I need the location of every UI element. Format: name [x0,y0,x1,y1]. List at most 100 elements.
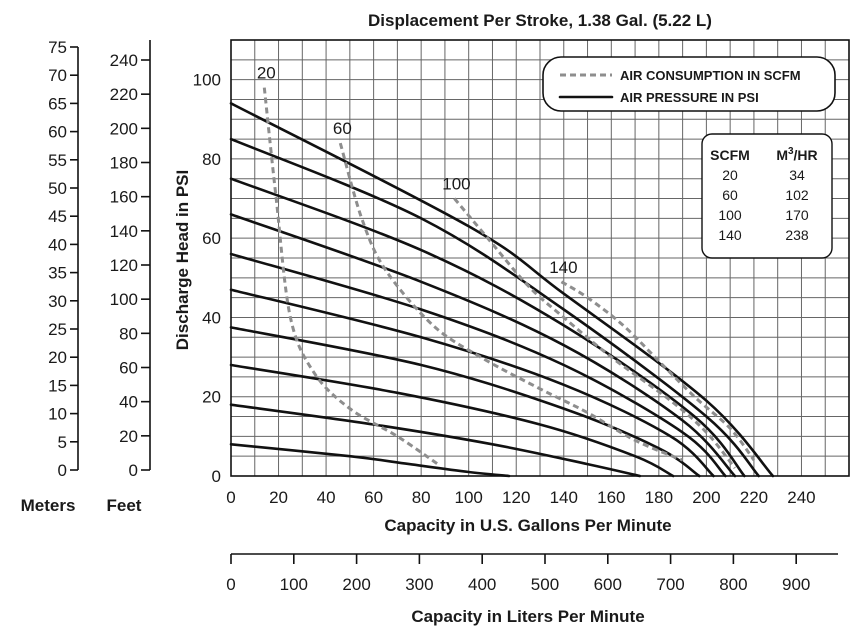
lpm-tick-label: 200 [342,575,370,594]
meters-tick-label: 45 [48,207,67,226]
liters-per-minute-axis: 0 100 200 300 400 500 600 700 800 900 [226,553,838,594]
meters-tick-label: 20 [48,348,67,367]
feet-tick-label: 0 [129,461,138,480]
meters-tick-label: 25 [48,320,67,339]
lpm-tick-label: 600 [594,575,622,594]
m3hr-header: M3/HR [776,146,817,163]
scfm-value: 60 [722,187,738,203]
x-tick-label: 200 [692,488,720,507]
scfm-value: 20 [722,167,738,183]
feet-axis-label: Feet [107,496,142,515]
y-tick-label: 0 [212,467,221,486]
x-tick-label: 240 [787,488,815,507]
x-tick-label: 180 [645,488,673,507]
feet-tick-label: 240 [110,51,138,70]
y-tick-label: 80 [202,150,221,169]
air-pressure-curve [229,213,737,478]
air-consumption-label: 60 [333,119,352,138]
legend-air-pressure: AIR PRESSURE IN PSI [620,90,759,105]
feet-tick-label: 160 [110,188,138,207]
air-pressure-curve [229,326,701,478]
lpm-tick-label: 800 [719,575,747,594]
y-tick-label: 100 [193,71,221,90]
lpm-tick-label: 300 [405,575,433,594]
y-axis-label: Discharge Head in PSI [173,170,192,350]
m3hr-value: 102 [785,187,809,203]
meters-axis: 0 5 10 15 20 25 30 35 40 45 50 55 60 65 70 75 [48,38,79,480]
air-consumption-label: 140 [549,258,577,277]
air-consumption-label: 100 [442,175,470,194]
meters-tick-label: 0 [58,461,67,480]
y-tick-label: 60 [202,229,221,248]
x-tick-label: 60 [364,488,383,507]
x-tick-label: 40 [317,488,336,507]
air-consumption-curves [262,87,756,470]
air-pressure-curve [229,137,760,478]
meters-tick-label: 5 [58,433,67,452]
legend-box [542,56,836,112]
air-consumption-label: 20 [257,64,276,83]
feet-tick-label: 100 [110,290,138,309]
meters-axis-label: Meters [21,496,76,515]
x2-axis-label: Capacity in Liters Per Minute [411,607,644,626]
m3hr-value: 170 [785,207,809,223]
air-consumption-curve [338,142,684,462]
y-tick-labels: 0 20 40 60 80 100 [193,71,221,486]
x-tick-label: 120 [502,488,530,507]
m3hr-value: 238 [785,227,809,243]
meters-tick-label: 40 [48,235,67,254]
feet-axis: 0 20 40 60 80 100 120 140 160 180 200 220 240 [110,40,151,480]
y-tick-label: 40 [202,308,221,327]
scfm-value: 100 [718,207,742,223]
scfm-table: SCFM M3/HR 20 34 60 102 100 170 140 238 [701,133,833,259]
air-pressure-curve [229,403,642,478]
legend: AIR CONSUMPTION IN SCFM AIR PRESSURE IN … [542,56,836,112]
x-tick-label: 0 [226,488,235,507]
feet-tick-label: 180 [110,154,138,173]
meters-tick-label: 15 [48,376,67,395]
x-tick-label: 80 [412,488,431,507]
scfm-value: 140 [718,227,742,243]
x-tick-label: 100 [455,488,483,507]
x-tick-label: 20 [269,488,288,507]
scfm-header: SCFM [710,147,750,163]
lpm-tick-label: 900 [782,575,810,594]
air-pressure-curve [229,443,511,478]
y-tick-label: 20 [202,388,221,407]
feet-tick-label: 80 [119,324,138,343]
plot-grid [230,39,850,477]
air-pressure-curves [229,102,775,478]
scfm-table-box [701,133,833,259]
feet-tick-label: 140 [110,222,138,241]
feet-tick-label: 40 [119,393,138,412]
air-pressure-curve [229,252,727,478]
chart-title: Displacement Per Stroke, 1.38 Gal. (5.22… [368,11,712,30]
plot-frame [230,39,850,477]
x-tick-label: 160 [597,488,625,507]
feet-tick-label: 60 [119,359,138,378]
meters-tick-label: 75 [48,38,67,57]
meters-tick-label: 60 [48,123,67,142]
lpm-tick-label: 100 [280,575,308,594]
air-pressure-curve [229,288,715,478]
meters-tick-label: 65 [48,94,67,113]
x-tick-label: 140 [550,488,578,507]
lpm-tick-label: 700 [656,575,684,594]
air-pressure-curve [229,102,775,478]
meters-tick-label: 55 [48,151,67,170]
air-pressure-curve [229,363,675,478]
meters-tick-label: 70 [48,66,67,85]
lpm-tick-label: 500 [531,575,559,594]
legend-air-consumption: AIR CONSUMPTION IN SCFM [620,68,801,83]
feet-tick-label: 220 [110,85,138,104]
x-tick-labels: 0 20 40 60 80 100 120 140 160 180 200 220 240 [226,488,815,507]
air-consumption-curve [560,280,756,461]
meters-tick-label: 10 [48,405,67,424]
air-pressure-curve [229,177,746,478]
air-consumption-curve [262,87,439,466]
x-tick-label: 220 [740,488,768,507]
scfm-rows: 20 34 60 102 100 170 140 238 [718,167,809,243]
lpm-tick-label: 0 [226,575,235,594]
x-axis-label: Capacity in U.S. Gallons Per Minute [384,516,671,535]
